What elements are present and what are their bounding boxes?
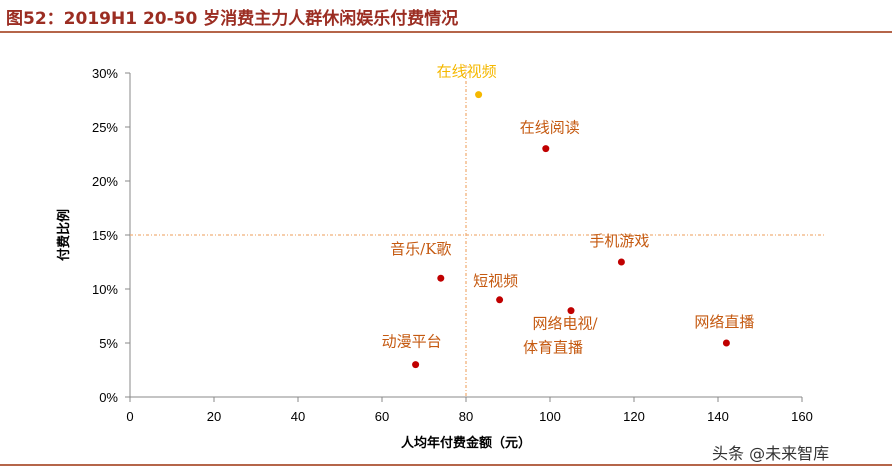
y-tick-label: 25% — [92, 120, 118, 135]
x-tick-label: 20 — [207, 409, 221, 424]
figure-title: 图52：2019H1 20-50 岁消费主力人群休闲娱乐付费情况 — [6, 9, 459, 29]
x-tick-label: 140 — [707, 409, 729, 424]
data-point — [617, 258, 625, 266]
data-point — [437, 274, 445, 282]
x-tick-label: 160 — [791, 409, 813, 424]
y-tick-label: 15% — [92, 228, 118, 243]
y-tick-label: 0% — [99, 390, 118, 405]
x-tick-label: 60 — [375, 409, 389, 424]
data-point — [496, 296, 504, 304]
watermark: 头条 @未来智库 — [712, 444, 830, 463]
data-point — [722, 339, 730, 347]
y-tick-label: 30% — [92, 66, 118, 81]
point-label: 网络电视/体育直播 — [523, 315, 598, 357]
point-label: 动漫平台 — [382, 333, 442, 351]
x-tick-label: 0 — [126, 409, 133, 424]
point-label: 音乐/K歌 — [390, 240, 451, 258]
data-point — [542, 145, 550, 153]
point-label: 网络直播 — [694, 313, 754, 331]
data-point — [567, 307, 575, 315]
point-label: 在线阅读 — [520, 119, 580, 137]
bottom-divider — [0, 464, 892, 466]
point-label: 短视频 — [473, 272, 518, 290]
x-tick-label: 100 — [539, 409, 561, 424]
y-axis-label: 付费比例 — [56, 209, 72, 261]
x-tick-label: 80 — [459, 409, 473, 424]
y-tick-label: 20% — [92, 174, 118, 189]
data-point — [412, 361, 420, 369]
point-label: 手机游戏 — [589, 232, 649, 250]
point-label: 在线视频 — [437, 63, 497, 81]
title-divider — [0, 31, 892, 33]
y-tick-label: 5% — [99, 336, 118, 351]
x-tick-label: 40 — [291, 409, 305, 424]
data-point — [475, 91, 483, 99]
x-axis-label: 人均年付费金额（元） — [401, 435, 531, 451]
y-tick-label: 10% — [92, 282, 118, 297]
x-tick-label: 120 — [623, 409, 645, 424]
